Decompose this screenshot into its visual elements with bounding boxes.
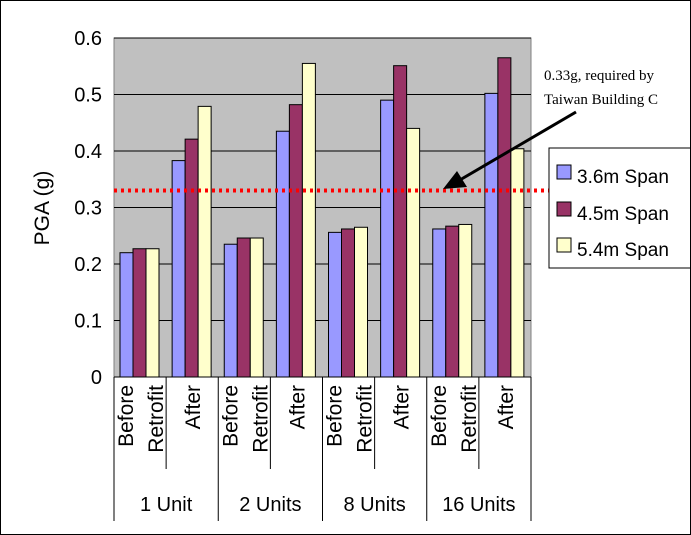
bar [184,138,199,378]
legend-swatch-4-5m [556,201,572,217]
bar [341,228,355,378]
bar [354,226,368,378]
y-axis-label: PGA (g) [31,171,54,246]
group-label: 2 Units [239,494,301,516]
annotation-line-1: 0.33g, required by [544,68,654,84]
x-tick-label: Retrofit [458,385,481,453]
y-tick-label: 0.1 [74,311,102,333]
x-tick-label: Before [428,385,451,447]
bar [380,99,395,378]
bar [171,160,186,378]
y-tick-label: 0.2 [74,254,102,276]
bar [249,237,264,378]
x-tick-label: Before [115,385,138,447]
y-axis-ticks: 0 0.1 0.2 0.3 0.4 0.5 0.6 [74,28,102,389]
group-label: 8 Units [344,494,406,516]
x-tick-label: After [495,385,518,429]
x-tick-label: Before [324,385,347,447]
bar [432,228,447,378]
bar [288,104,303,378]
x-tick-label: After [391,385,414,429]
legend-label-3-6m: 3.6m Span [577,167,669,188]
legend: 3.6m Span 4.5m Span 5.4m Span [548,147,690,269]
y-tick-label: 0.3 [74,198,102,220]
y-tick-label: 0.5 [74,85,102,107]
annotation-arrow [452,110,577,186]
legend-label-4-5m: 4.5m Span [577,204,669,225]
bar [393,65,408,378]
legend-label-5-4m: 5.4m Span [577,240,669,261]
group-label: 1 Unit [140,494,193,516]
bar [236,237,251,378]
y-tick-label: 0.6 [74,28,102,50]
bar [484,92,499,378]
annotation-arrowhead [443,171,467,189]
legend-box [548,147,690,269]
x-tick-label: Retrofit [145,385,168,453]
group-label: 16 Units [442,494,515,516]
annotation-line-2: Taiwan Building C [544,92,658,108]
bar [119,252,134,378]
bar [197,105,212,378]
legend-swatch-5-4m [556,237,572,253]
x-tick-label: After [286,385,309,429]
x-tick-label: After [182,385,205,429]
bar [445,225,460,378]
bar [132,248,147,378]
x-tick-label: Retrofit [354,385,377,453]
bar [497,57,512,378]
bar [145,248,160,378]
bar [510,148,525,378]
bar [458,223,473,378]
bar [275,130,290,378]
x-tick-label: Before [219,385,242,447]
legend-swatch-3-6m [556,164,572,180]
y-tick-label: 0 [91,367,102,389]
bar [301,62,316,378]
bars [119,57,525,378]
y-tick-label: 0.4 [74,141,102,163]
x-axis-labels: Before Retrofit After 1 Unit Before Retrofit A… [113,377,532,521]
bar [223,243,238,378]
bar [406,127,421,378]
bar [328,231,342,378]
x-tick-label: Retrofit [249,385,272,453]
